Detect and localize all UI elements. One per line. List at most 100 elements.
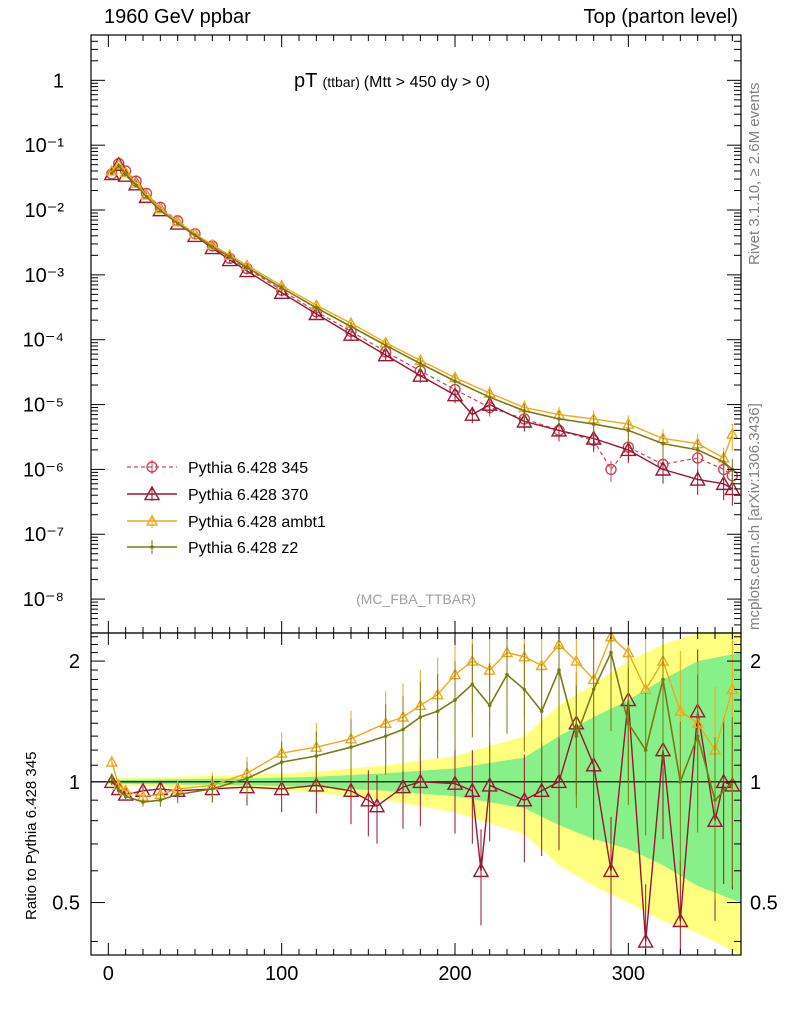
- main-point: [245, 265, 249, 270]
- y-tick-label: 1: [53, 70, 64, 92]
- legend-label: Pythia 6.428 ambt1: [188, 514, 326, 531]
- ratio-point: [637, 932, 654, 948]
- ratio-point: [574, 734, 579, 738]
- ratio-series-group: [103, 633, 741, 955]
- main-point: [349, 324, 353, 329]
- main-series-group: [103, 156, 741, 506]
- ratio-point: [110, 774, 114, 779]
- main-point: [661, 441, 665, 446]
- ratio-point: [273, 780, 290, 796]
- ratio-point: [570, 654, 583, 666]
- chart-text-group: 0 100 200 300 1 10⁻¹ 10⁻² 10⁻³ 10⁻⁴ 10⁻⁵ 10⁻⁶ 10⁻⁷ 1…: [23, 70, 778, 985]
- main-point: [210, 245, 215, 249]
- main-point: [110, 156, 127, 171]
- main-point: [591, 422, 596, 426]
- ratio-y-tick-label-left: 0.5: [52, 893, 80, 915]
- ratio-plot-frame: [90, 632, 742, 956]
- ratio-point: [472, 862, 490, 878]
- main-point: [412, 367, 429, 382]
- main-point: [522, 409, 527, 413]
- ratio-point: [175, 792, 180, 797]
- ratio-point: [622, 646, 635, 658]
- legend-label: Pythia 6.428 345: [188, 460, 308, 477]
- ratio-point: [713, 798, 717, 802]
- ratio-point: [661, 677, 665, 682]
- plot-title-main: pT: [294, 70, 323, 92]
- ratio-y-tick-label-right: 1: [750, 772, 761, 794]
- main-point: [116, 164, 121, 168]
- ratio-point: [533, 782, 550, 798]
- ratio-point: [383, 734, 388, 738]
- ratio-band-yellow: [108, 633, 741, 955]
- main-point: [557, 417, 561, 421]
- ratio-point: [368, 797, 386, 813]
- main-point: [550, 421, 568, 437]
- ratio-point: [516, 791, 533, 807]
- main-point: [481, 396, 498, 411]
- x-tick-label: 200: [438, 963, 471, 985]
- main-point: [123, 172, 128, 176]
- ratio-point: [522, 687, 527, 692]
- main-point: [273, 284, 290, 300]
- main-point: [516, 412, 533, 428]
- ratio-point: [401, 727, 405, 732]
- ratio-point: [539, 709, 544, 713]
- analysis-watermark: (MC_FBA_TTBAR): [356, 591, 476, 607]
- ratio-point: [464, 782, 481, 798]
- ratio-point: [715, 773, 732, 789]
- ratio-point: [470, 682, 475, 687]
- axes-group: [90, 34, 742, 956]
- x-tick-label: 100: [265, 963, 298, 985]
- main-series-pythia-6-428-ambt1: [105, 158, 739, 475]
- plot-title: pT (ttbar) (Mtt > 450 dy > 0): [294, 70, 490, 92]
- main-point: [158, 208, 163, 213]
- main-point: [626, 428, 631, 433]
- x-tick-label: 0: [103, 963, 114, 985]
- ratio-point: [116, 788, 121, 793]
- ratio-point: [123, 794, 128, 799]
- main-series-pythia-6-428-345: [106, 157, 739, 493]
- main-point: [654, 460, 672, 476]
- ratio-point: [678, 780, 683, 784]
- ratio-y-tick-label-right: 0.5: [750, 893, 778, 915]
- main-point: [453, 379, 457, 383]
- ratio-point: [349, 745, 353, 749]
- ratio-point: [412, 773, 429, 789]
- ratio-y-tick-label-left: 1: [69, 772, 80, 794]
- plot-title-small: (ttbar): [323, 74, 364, 90]
- ratio-point: [360, 791, 377, 807]
- ratio-point: [487, 703, 492, 708]
- main-point: [342, 326, 360, 341]
- main-point: [605, 463, 617, 476]
- main-point: [134, 183, 138, 188]
- legend-label: Pythia 6.428 z2: [188, 540, 298, 557]
- ratio-point: [210, 787, 215, 791]
- main-point: [695, 448, 700, 452]
- ratio-line-pythia-6-428-ambt1: [111, 635, 733, 798]
- y-tick-label: 10⁻³: [25, 265, 65, 287]
- ratio-point: [626, 721, 631, 726]
- ratio-point: [695, 734, 700, 738]
- ratio-y-axis-label: Ratio to Pythia 6.428 345: [23, 752, 40, 920]
- ratio-point: [609, 650, 613, 655]
- y-tick-label: 10⁻⁵: [23, 395, 64, 417]
- y-tick-label: 10⁻¹: [25, 135, 65, 157]
- main-point: [377, 346, 394, 362]
- main-point: [144, 194, 149, 199]
- ratio-point: [103, 773, 120, 789]
- main-point: [715, 475, 732, 491]
- ratio-point: [314, 754, 319, 758]
- main-point: [585, 430, 602, 445]
- main-point: [446, 386, 464, 402]
- ratio-point: [394, 778, 412, 794]
- plot-title-condition: (Mtt > 450 dy > 0): [364, 74, 490, 91]
- ratio-line-pythia-6-428-z2: [111, 650, 733, 803]
- main-point: [308, 305, 325, 321]
- main-point: [724, 480, 741, 496]
- main-point: [227, 254, 232, 259]
- ratio-point: [435, 709, 440, 713]
- ratio-point: [245, 776, 249, 781]
- ratio-point: [643, 748, 648, 752]
- ratio-point: [105, 755, 118, 767]
